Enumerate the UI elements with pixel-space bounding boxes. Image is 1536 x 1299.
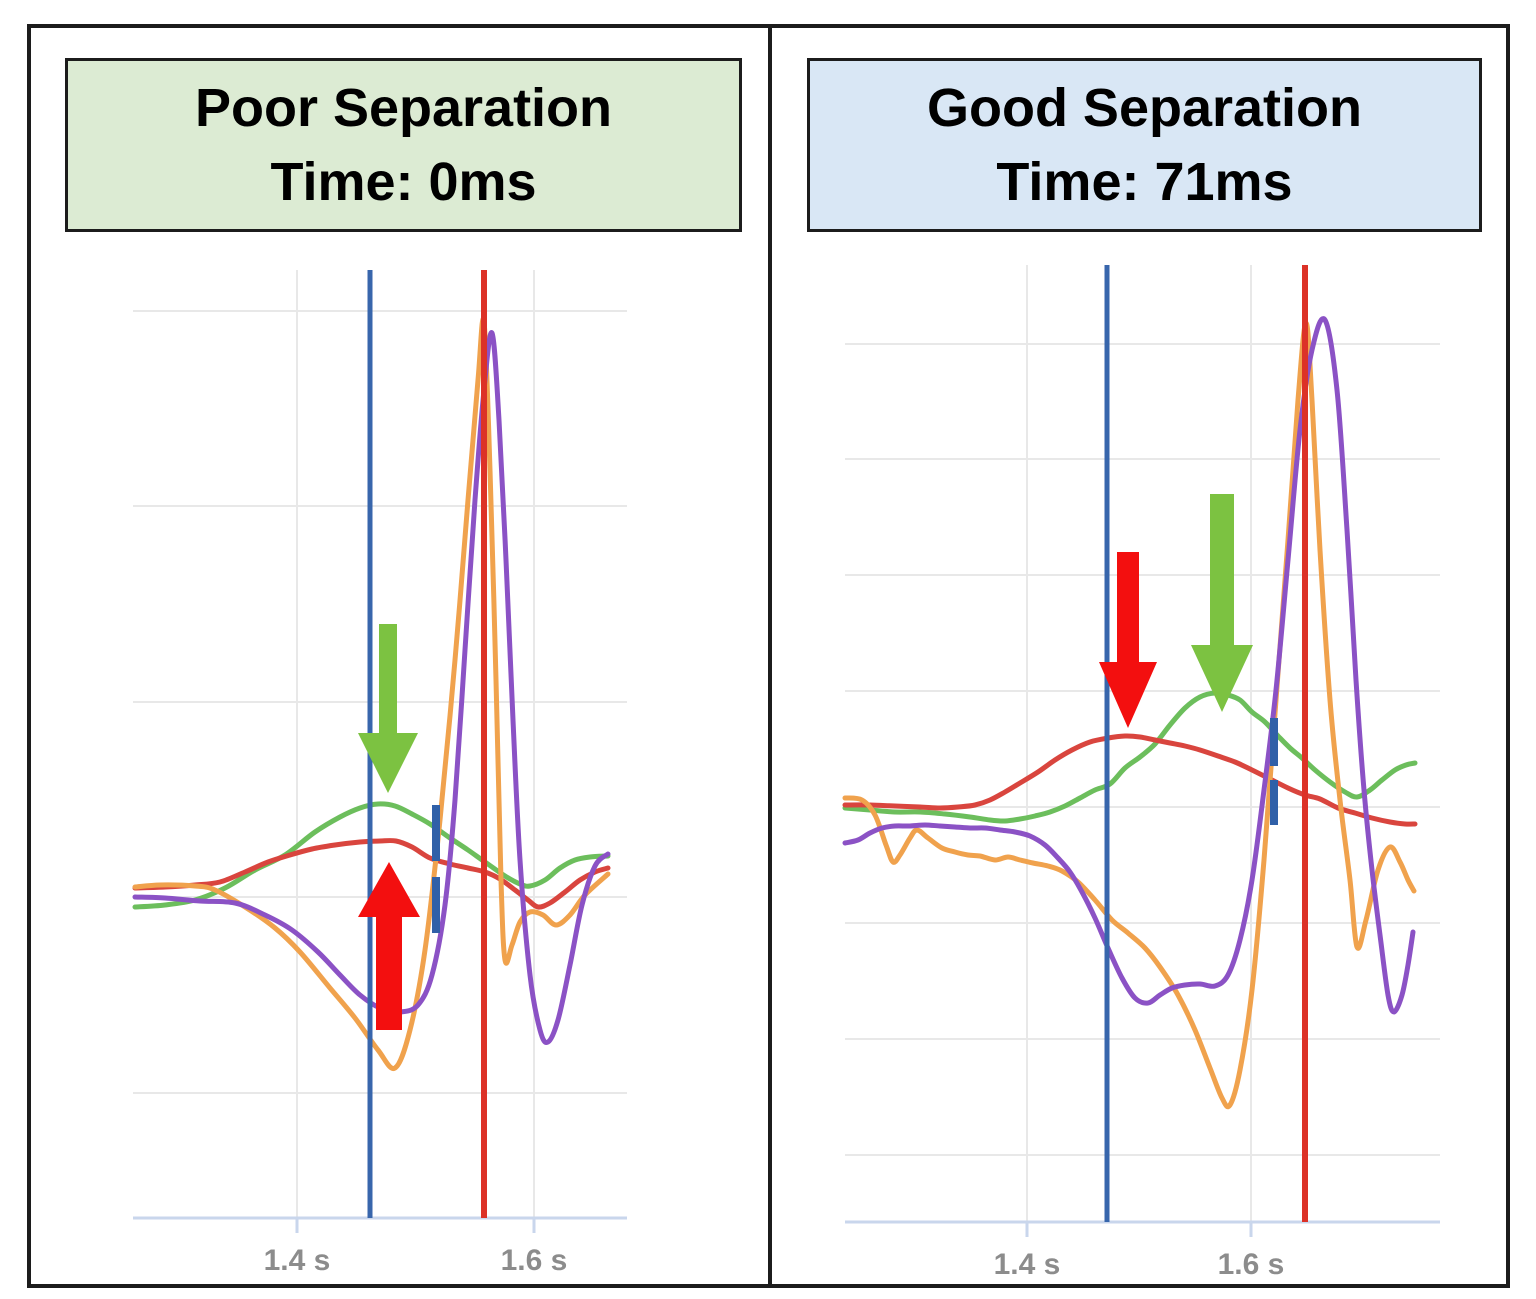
header-good-separation: Good Separation Time: 71ms — [807, 58, 1482, 232]
header-time-label: Time: 71ms — [996, 152, 1293, 212]
panel-divider — [768, 24, 772, 1288]
header-poor-separation: Poor Separation Time: 0ms — [65, 58, 742, 232]
header-title: Good Separation — [926, 78, 1363, 138]
header-time-label: Time: 0ms — [270, 152, 537, 212]
header-title: Poor Separation — [194, 78, 613, 138]
